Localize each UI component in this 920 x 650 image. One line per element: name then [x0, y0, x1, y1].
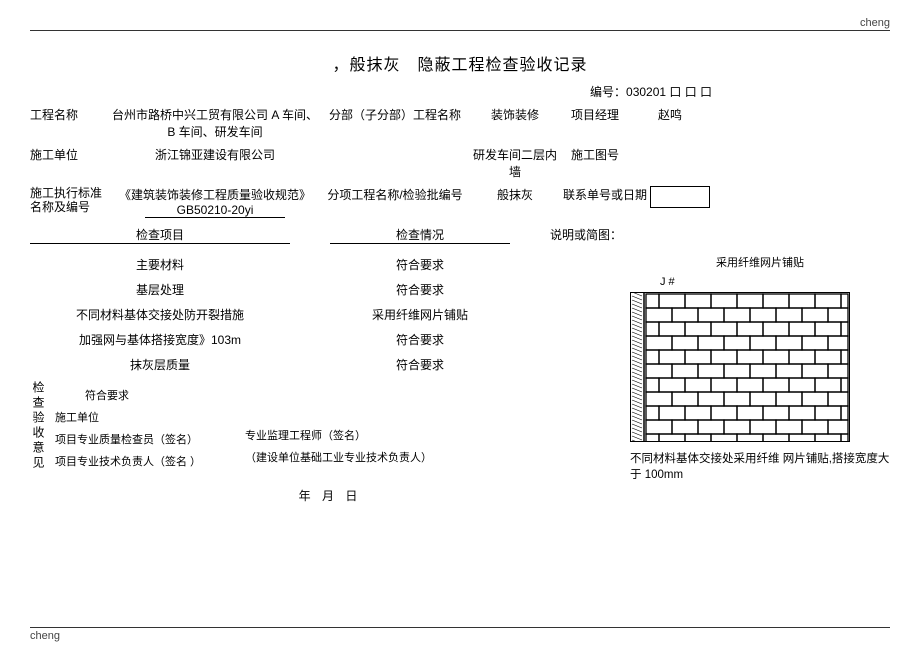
row-std: 施工执行标准名称及编号 《建筑装饰装修工程质量验收规范》 GB50210-20y… — [30, 186, 890, 218]
std-value1: 《建筑装饰装修工程质量验收规范》 — [110, 186, 320, 203]
brick-caption: 不同材料基体交接处采用纤维 网片铺贴,搭接宽度大于 100mm — [630, 451, 890, 483]
check-row: 加强网与基体搭接宽度》103m 符合要求 — [30, 331, 630, 348]
proj-name-label: 工程名称 — [30, 106, 110, 123]
document-number: 编号：030201 口 口 口 — [590, 83, 890, 100]
check-result: 符合要求 — [330, 256, 510, 273]
right-note2: J # — [660, 276, 890, 288]
location-value: 研发车间二层内墙 — [470, 146, 560, 180]
drawing-no-label: 施工图号 — [560, 146, 630, 163]
right-note1: 采用纤维网片铺贴 — [630, 254, 890, 270]
item-proj-value: 般抹灰 — [470, 186, 560, 203]
header-desc: 说明或简图： — [550, 226, 670, 244]
sig-supervisor: 专业监理工程师（签名） — [245, 427, 465, 443]
pm-label: 项目经理 — [560, 106, 630, 123]
sig-unit: 施工单位 — [55, 409, 245, 425]
check-result: 符合要求 — [330, 356, 510, 373]
sig-owner: （建设单位基础工业专业技术负责人） — [245, 449, 465, 465]
top-rule: cheng — [30, 30, 890, 31]
row-unit: 施工单位 浙江锦亚建设有限公司 研发车间二层内墙 施工图号 — [30, 146, 890, 180]
contact-label: 联系单号或日期 — [560, 186, 650, 203]
check-rows: 主要材料符合要求基层处理符合要求不同材料基体交接处防开裂措施采用纤维网片铺贴加强… — [30, 256, 630, 373]
bottom-watermark: cheng — [30, 630, 60, 642]
conclusion: 符合要求 — [85, 387, 245, 403]
header-item: 检查项目 — [30, 226, 290, 244]
docno-label: 编号： — [590, 85, 626, 99]
signature-block: 检查验收意见 符合要求 施工单位 项目专业质量检查员（签名） 项目专业技术负责人… — [30, 381, 630, 475]
brick-diagram — [630, 292, 890, 445]
top-watermark: cheng — [860, 17, 890, 29]
check-row: 基层处理 符合要求 — [30, 281, 630, 298]
std-label: 施工执行标准名称及编号 — [30, 186, 110, 215]
check-headers: 检查项目 检查情况 说明或简图： — [30, 226, 890, 244]
check-item: 主要材料 — [30, 256, 290, 273]
date-line: 年 月 日 — [30, 487, 630, 504]
check-row: 主要材料 符合要求 — [30, 256, 630, 273]
check-item: 不同材料基体交接处防开裂措施 — [30, 306, 290, 323]
docno-value: 030201 口 口 口 — [626, 85, 712, 99]
check-item: 基层处理 — [30, 281, 290, 298]
check-result: 采用纤维网片铺贴 — [330, 306, 510, 323]
construct-unit-label: 施工单位 — [30, 146, 110, 163]
item-proj-label: 分项工程名称/检验批编号 — [320, 186, 470, 203]
document-title: ，般抹灰 隐蔽工程检查验收记录 — [30, 51, 890, 75]
header-result: 检查情况 — [330, 226, 510, 244]
check-item: 加强网与基体搭接宽度》103m — [30, 331, 290, 348]
construct-unit-value: 浙江锦亚建设有限公司 — [110, 146, 320, 163]
check-row: 不同材料基体交接处防开裂措施 采用纤维网片铺贴 — [30, 306, 630, 323]
proj-name-value: 台州市路桥中兴工贸有限公司 A 车间、B 车间、研发车间 — [110, 106, 320, 140]
check-result: 符合要求 — [330, 281, 510, 298]
sub-proj-value: 装饰装修 — [470, 106, 560, 123]
sig-qc: 项目专业质量检查员（签名） — [55, 431, 245, 447]
row-proj: 工程名称 台州市路桥中兴工贸有限公司 A 车间、B 车间、研发车间 分部（子分部… — [30, 106, 890, 140]
contact-box[interactable] — [650, 186, 710, 208]
check-result: 符合要求 — [330, 331, 510, 348]
pm-value: 赵鸣 — [630, 106, 710, 123]
right-column: 采用纤维网片铺贴 J # 不同材料基体交接处采用纤维 网片铺贴,搭接宽度大于 1… — [630, 248, 890, 504]
sig-tech: 项目专业技术负责人（签名 ） — [55, 453, 245, 469]
sig-vertical-label: 检查验收意见 — [30, 381, 47, 475]
sub-proj-label: 分部（子分部）工程名称 — [320, 106, 470, 123]
check-row: 抹灰层质量 符合要求 — [30, 356, 630, 373]
check-item: 抹灰层质量 — [30, 356, 290, 373]
bottom-rule: cheng — [30, 627, 890, 642]
std-value2: GB50210-20yi — [145, 203, 285, 218]
